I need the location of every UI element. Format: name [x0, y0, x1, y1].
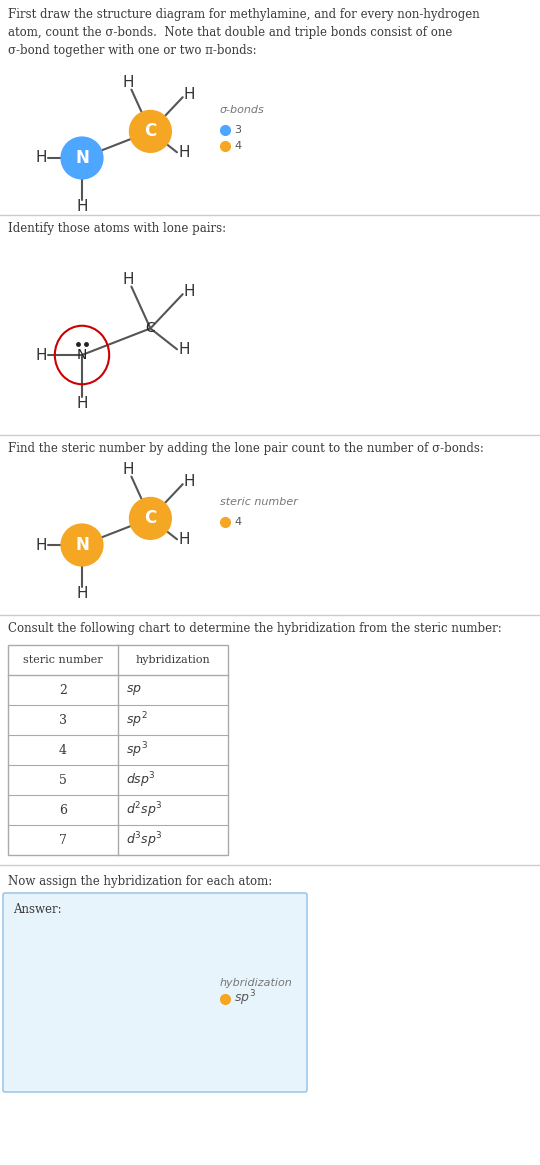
- Text: 4: 4: [234, 517, 241, 527]
- Text: H: H: [123, 463, 134, 478]
- Text: steric number: steric number: [23, 655, 103, 665]
- Text: $sp^2$: $sp^2$: [126, 711, 147, 729]
- Text: H: H: [184, 474, 195, 488]
- Text: Now assign the hybridization for each atom:: Now assign the hybridization for each at…: [8, 875, 272, 888]
- Text: $d^3sp^3$: $d^3sp^3$: [126, 831, 163, 849]
- Text: $sp^3$: $sp^3$: [234, 989, 256, 1008]
- Text: 5: 5: [59, 774, 67, 786]
- Text: H: H: [48, 990, 59, 1005]
- Text: H: H: [35, 347, 46, 362]
- Text: C: C: [145, 322, 156, 336]
- Text: hybridization: hybridization: [136, 655, 211, 665]
- Text: H: H: [76, 586, 87, 601]
- Text: H: H: [76, 199, 87, 214]
- Text: $sp$: $sp$: [126, 683, 142, 697]
- Text: H: H: [184, 86, 195, 101]
- Text: C: C: [144, 509, 157, 528]
- Text: 3: 3: [59, 713, 67, 727]
- Text: N: N: [88, 988, 102, 1007]
- FancyBboxPatch shape: [3, 894, 307, 1092]
- Text: H: H: [197, 926, 208, 941]
- Text: 4: 4: [234, 141, 241, 151]
- Text: Answer:: Answer:: [13, 903, 62, 916]
- Text: H: H: [35, 537, 46, 552]
- Text: N: N: [77, 348, 87, 362]
- Circle shape: [130, 111, 171, 153]
- Text: H: H: [76, 396, 87, 411]
- Text: σ-bonds: σ-bonds: [220, 105, 265, 115]
- Text: hybridization: hybridization: [220, 977, 293, 988]
- Text: Find the steric number by adding the lone pair count to the number of σ-bonds:: Find the steric number by adding the lon…: [8, 442, 484, 456]
- Circle shape: [61, 137, 103, 179]
- Text: C: C: [144, 122, 157, 141]
- Text: H: H: [178, 144, 190, 160]
- Text: 2: 2: [59, 684, 67, 697]
- Circle shape: [74, 976, 116, 1018]
- Text: N: N: [75, 536, 89, 555]
- Text: H: H: [123, 75, 134, 90]
- Text: $d^2sp^3$: $d^2sp^3$: [126, 800, 163, 820]
- Text: 6: 6: [59, 804, 67, 817]
- Text: H: H: [184, 284, 195, 298]
- Circle shape: [130, 497, 171, 539]
- Text: H: H: [136, 915, 147, 930]
- Text: 3: 3: [234, 125, 241, 135]
- Text: H: H: [35, 150, 46, 165]
- Text: First draw the structure diagram for methylamine, and for every non-hydrogen
ato: First draw the structure diagram for met…: [8, 8, 480, 57]
- Circle shape: [61, 524, 103, 566]
- Text: $sp^3$: $sp^3$: [126, 740, 148, 760]
- Text: $dsp^3$: $dsp^3$: [126, 770, 156, 790]
- Text: steric number: steric number: [220, 497, 298, 507]
- Circle shape: [143, 949, 184, 991]
- Text: H: H: [178, 341, 190, 356]
- Text: H: H: [178, 531, 190, 546]
- Text: H: H: [191, 984, 202, 1000]
- Bar: [8, 645, 228, 855]
- Text: H: H: [123, 273, 134, 287]
- Text: Consult the following chart to determine the hybridization from the steric numbe: Consult the following chart to determine…: [8, 622, 502, 635]
- Text: N: N: [75, 149, 89, 167]
- Text: Identify those atoms with lone pairs:: Identify those atoms with lone pairs:: [8, 223, 226, 235]
- Text: C: C: [157, 962, 170, 980]
- Text: H: H: [89, 1039, 101, 1054]
- Text: 7: 7: [59, 833, 67, 847]
- Text: 4: 4: [59, 743, 67, 756]
